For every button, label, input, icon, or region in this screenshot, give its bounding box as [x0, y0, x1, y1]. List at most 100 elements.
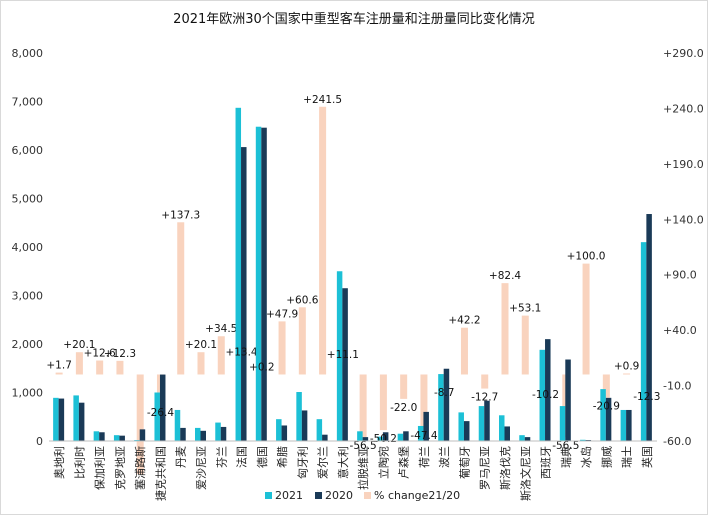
- bar-2021: [397, 433, 404, 441]
- category-label: 丹麦: [175, 446, 188, 468]
- pct-change-bar: [136, 374, 144, 475]
- bar-2020: [322, 434, 328, 441]
- category-label: 奥地利: [52, 446, 66, 479]
- bar-2020: [301, 410, 308, 441]
- legend-swatch: [364, 492, 371, 499]
- pct-change-label: +241.5: [303, 94, 342, 106]
- bar-2020: [241, 147, 247, 441]
- pct-change-bar: [55, 372, 63, 375]
- pct-change-label: -47.4: [410, 430, 437, 442]
- pct-change-label: +12.6: [84, 348, 116, 360]
- y-right-tick-label: +190.0: [663, 158, 704, 171]
- bar-2021: [458, 412, 464, 441]
- bar-2021: [640, 242, 647, 441]
- bar-2020: [423, 411, 429, 441]
- category-label: 爱沙尼亚: [195, 446, 208, 490]
- pct-change-label: +13.4: [225, 347, 257, 359]
- category-label: 冰岛: [579, 446, 593, 468]
- pct-change-bar: [177, 222, 185, 375]
- category-label: 瑞典: [559, 446, 573, 468]
- bar-2020: [565, 359, 571, 441]
- pct-change-label: +0.9: [614, 360, 640, 372]
- category-label: 比利时: [73, 446, 86, 479]
- legend-label: 2020: [325, 489, 353, 502]
- category-label: 西班牙: [540, 446, 553, 479]
- bar-2020: [342, 288, 348, 441]
- pct-change-label: -8.7: [434, 387, 455, 399]
- pct-change-bar: [278, 321, 286, 375]
- category-label: 德国: [255, 446, 269, 468]
- bar-2021: [276, 419, 282, 441]
- pct-change-bar: [400, 374, 408, 399]
- bar-2021: [519, 435, 525, 441]
- chart-title: 2021年欧洲30个国家中重型客车注册量和注册量同比变化情况: [173, 11, 535, 27]
- pct-change-label: +12.3: [104, 348, 136, 360]
- bar-2021: [478, 406, 485, 441]
- bar-2021: [417, 425, 424, 441]
- y-right-tick-label: +40.0: [663, 324, 697, 337]
- bar-2020: [159, 374, 166, 441]
- pct-change-bar: [217, 336, 225, 375]
- pct-change-label: +42.2: [448, 315, 480, 327]
- category-label: 斯洛伐克: [498, 446, 512, 490]
- pct-change-bar: [521, 315, 529, 375]
- category-label: 波兰: [438, 446, 451, 468]
- category-label: 立陶宛: [376, 446, 390, 479]
- pct-change-label: -56.5: [552, 440, 579, 452]
- bar-2021: [53, 397, 59, 441]
- y-left-tick-label: 3,000: [12, 290, 44, 303]
- bar-2020: [281, 425, 288, 441]
- bar-2021: [580, 439, 586, 441]
- pct-change-bar: [460, 327, 468, 375]
- category-label: 爱尔兰: [317, 446, 330, 479]
- pct-change-label: -50.2: [370, 433, 397, 445]
- bar-2021: [377, 436, 383, 441]
- pct-change-bar: [481, 374, 489, 389]
- pct-change-label: +100.0: [567, 251, 606, 263]
- category-label: 罗马尼亚: [479, 446, 492, 490]
- legend-label: 2021: [275, 489, 303, 502]
- bar-2021: [336, 271, 343, 441]
- bar-2021: [438, 374, 444, 441]
- bar-2020: [78, 402, 85, 441]
- pct-change-label: +20.1: [185, 339, 217, 351]
- bar-2020: [99, 432, 105, 441]
- category-label: 拉脱维亚: [356, 446, 370, 490]
- pct-change-bar: [420, 374, 428, 428]
- pct-change-bar: [501, 283, 509, 375]
- bar-2020: [200, 430, 206, 441]
- bar-2020: [220, 426, 227, 441]
- bar-2020: [545, 339, 551, 441]
- pct-change-bar: [197, 352, 205, 375]
- y-right-tick-label: +290.0: [663, 47, 704, 60]
- category-label: 匈牙利: [295, 446, 309, 479]
- axes: 0 1,000 2,000 3,000 4,000 5,000 6,000 7,000 8,00…: [12, 47, 704, 501]
- category-label: 挪威: [599, 446, 613, 468]
- bar-2021: [539, 349, 546, 441]
- pct-change-label: +53.1: [509, 303, 541, 315]
- pct-change-label: +11.1: [327, 349, 359, 361]
- bar-2020: [504, 426, 510, 441]
- legend-swatch: [265, 492, 272, 499]
- pct-change-label: -56.5: [350, 440, 377, 452]
- pct-change-bar: [379, 374, 387, 431]
- bar-2021: [296, 392, 302, 441]
- y-left-tick-label: 2,000: [12, 338, 44, 351]
- category-label: 塞浦路斯: [133, 446, 147, 490]
- pct-change-label: -22.0: [390, 402, 417, 414]
- bar-2021: [93, 431, 100, 441]
- pct-change-bar: [602, 374, 610, 398]
- category-label: 瑞士: [620, 446, 634, 468]
- legend-swatch: [315, 492, 322, 499]
- pct-change-label: -12.3: [633, 391, 660, 403]
- pct-change-label: +82.4: [489, 270, 521, 282]
- bar-2021: [215, 422, 221, 441]
- y-right-tick-label: -10.0: [663, 380, 691, 393]
- pct-change-label: +0.2: [249, 361, 275, 373]
- category-label: 捷克共和国: [153, 446, 167, 501]
- pct-change-bar: [359, 374, 367, 438]
- bar-2021: [600, 389, 606, 441]
- bar-2020: [463, 421, 470, 441]
- pct-change-label: -12.7: [471, 392, 498, 404]
